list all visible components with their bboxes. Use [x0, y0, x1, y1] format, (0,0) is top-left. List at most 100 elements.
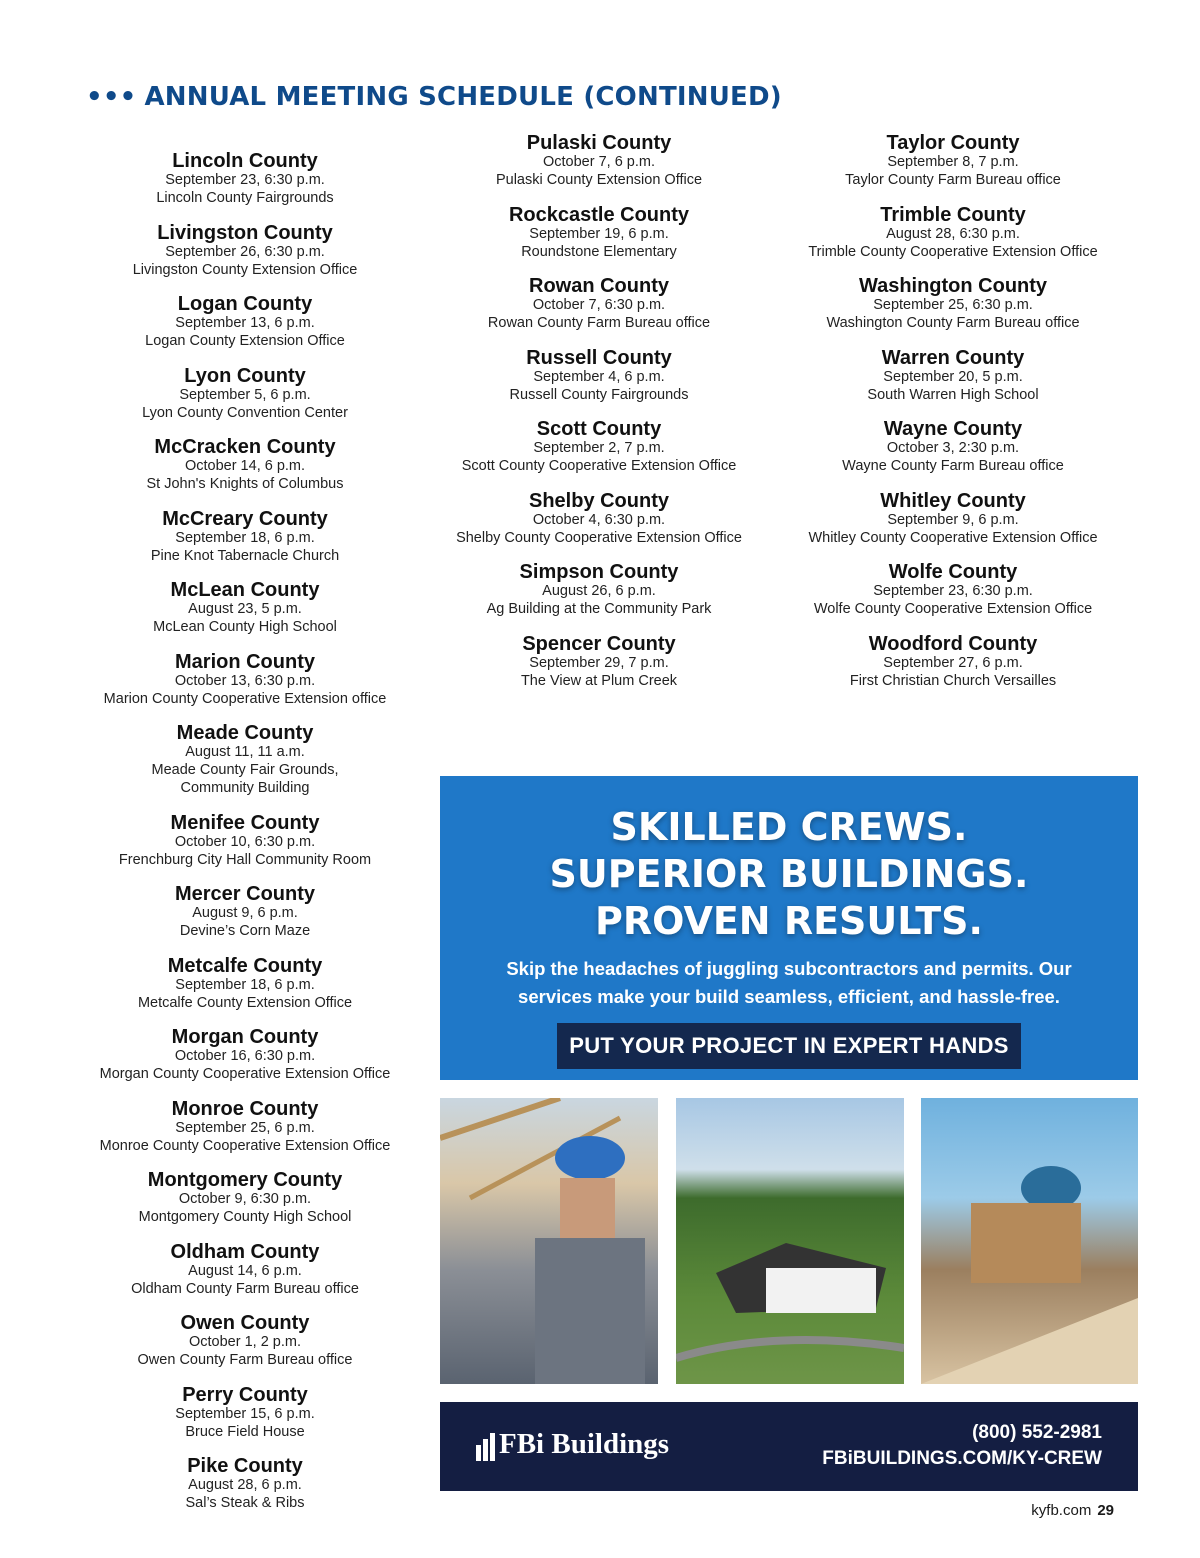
meeting-location: Sal’s Steak & Ribs [185, 1495, 305, 1511]
county-name: McCracken County [154, 436, 336, 458]
county-name: Lyon County [184, 364, 306, 387]
county-name: Montgomery County [147, 1169, 343, 1191]
meeting-time: September 26, 6:30 p.m. [165, 243, 325, 260]
meeting-location: Whitley County Cooperative Extension Off… [808, 529, 1098, 546]
meeting-entry: Woodford County September 27, 6 p.m. First… [773, 634, 1133, 690]
meeting-time: October 1, 2 p.m. [188, 1334, 302, 1350]
county-name: Meade County [176, 722, 314, 744]
county-name: Menifee County [170, 811, 320, 834]
ad-footer-bar: FBi Buildings (800) 552-2981 FBiBUILDINGS… [440, 1402, 1138, 1491]
meeting-time: September 5, 6 p.m. [179, 386, 311, 403]
meeting-entry: Scott County September 2, 7 p.m. Scott Cou… [419, 419, 779, 475]
meeting-entry: Menifee County October 10, 6:30 p.m. Frenc… [65, 813, 425, 869]
county-name: Marion County [175, 650, 315, 673]
county-name: Wolfe County [888, 561, 1018, 583]
county-name: Logan County [177, 293, 313, 315]
phone-number[interactable]: (800) 552-2981 [972, 1422, 1102, 1443]
meeting-time: August 11, 11 a.m. [185, 744, 305, 760]
meeting-location: Oldham County Farm Bureau office [131, 1280, 359, 1297]
ad-url[interactable]: FBiBUILDINGS.COM/KY-CREW [822, 1448, 1102, 1469]
county-name: Russell County [526, 346, 672, 369]
meeting-time: September 23, 6:30 p.m. [873, 583, 1033, 599]
meeting-time: August 14, 6 p.m. [188, 1262, 302, 1279]
county-name: Whitley County [880, 489, 1026, 512]
meeting-time: September 25, 6 p.m. [175, 1119, 315, 1136]
meeting-time: October 10, 6:30 p.m. [174, 833, 316, 850]
cta-button[interactable]: PUT YOUR PROJECT IN EXPERT HANDS [557, 1023, 1021, 1069]
meeting-entry: Montgomery County October 9, 6:30 p.m. Mon… [65, 1170, 425, 1226]
meeting-time: October 16, 6:30 p.m. [174, 1048, 316, 1064]
county-name: Trimble County [880, 203, 1026, 226]
meeting-entry: Shelby County October 4, 6:30 p.m. Shelby … [419, 491, 779, 547]
meeting-entry: Washington County September 25, 6:30 p.m.… [773, 276, 1133, 332]
meeting-entry: Rockcastle County September 19, 6 p.m. Rou… [419, 205, 779, 261]
meeting-location: Livingston County Extension Office [132, 261, 358, 278]
meeting-entry: Trimble County August 28, 6:30 p.m. Trimbl… [773, 205, 1133, 261]
ad-contact: (800) 552-2981 FBiBUILDINGS.COM/KY-CREW [822, 1420, 1102, 1472]
county-name: Washington County [858, 275, 1048, 297]
meeting-time: August 26, 6 p.m. [542, 583, 656, 599]
meeting-location: The View at Plum Creek [520, 672, 678, 689]
meeting-location: McLean County High School [153, 619, 337, 635]
county-name: Spencer County [522, 632, 676, 655]
meeting-entry: Livingston County September 26, 6:30 p.m.… [65, 223, 425, 279]
meeting-time: October 7, 6:30 p.m. [532, 297, 666, 313]
meeting-entry: Logan County September 13, 6 p.m. Logan Co… [65, 294, 425, 350]
county-name: Livingston County [157, 221, 333, 244]
county-name: Pulaski County [526, 132, 672, 154]
ad-headline: SKILLED CREWS. SUPERIOR BUILDINGS. PROVEN … [549, 805, 1029, 943]
meeting-time: September 19, 6 p.m. [529, 225, 669, 242]
page-title: ••• ANNUAL MEETING SCHEDULE (CONTINUED) [86, 82, 782, 112]
meeting-location: Trimble County Cooperative Extension Off… [808, 243, 1098, 260]
meeting-time: September 9, 6 p.m. [887, 511, 1019, 528]
county-name: Monroe County [171, 1097, 319, 1120]
meeting-location: Morgan County Cooperative Extension Offi… [99, 1066, 391, 1082]
schedule-column-3: Taylor County September 8, 7 p.m. Taylor C… [773, 133, 1133, 705]
meeting-entry: McLean County August 23, 5 p.m. McLean Cou… [65, 580, 425, 636]
meeting-entry: Monroe County September 25, 6 p.m. Monroe … [65, 1099, 425, 1155]
meeting-location: Rowan County Farm Bureau office [487, 315, 711, 331]
county-name: Lincoln County [172, 150, 318, 172]
meeting-location: Shelby County Cooperative Extension Offi… [456, 529, 742, 546]
meeting-location: Lyon County Convention Center [142, 404, 348, 421]
meeting-entry: Metcalfe County September 18, 6 p.m. Metca… [65, 956, 425, 1012]
county-name: Metcalfe County [167, 954, 323, 977]
meeting-location: Taylor County Farm Bureau office [845, 172, 1061, 188]
meeting-entry: Simpson County August 26, 6 p.m. Ag Buildi… [419, 562, 779, 618]
meeting-entry: Morgan County October 16, 6:30 p.m. Morgan… [65, 1027, 425, 1083]
meeting-time: September 13, 6 p.m. [175, 315, 315, 331]
meeting-location: Bruce Field House [185, 1423, 305, 1440]
meeting-entry: Whitley County September 9, 6 p.m. Whitley… [773, 491, 1133, 547]
meeting-location: Lincoln County Fairgrounds [156, 190, 334, 206]
meeting-time: October 4, 6:30 p.m. [532, 511, 666, 528]
county-name: Wayne County [883, 418, 1023, 440]
meeting-entry: Owen County October 1, 2 p.m. Owen County … [65, 1313, 425, 1369]
meeting-entry: Mercer County August 9, 6 p.m. Devine’s Co… [65, 884, 425, 940]
meeting-entry: Marion County October 13, 6:30 p.m. Marion… [65, 652, 425, 708]
meeting-location: Pulaski County Extension Office [495, 172, 703, 188]
ad-banner: SKILLED CREWS. SUPERIOR BUILDINGS. PROVEN … [440, 776, 1138, 1080]
meeting-time: October 13, 6:30 p.m. [174, 672, 316, 689]
meeting-location: Devine’s Corn Maze [179, 923, 311, 939]
meeting-time: October 3, 2:30 p.m. [886, 440, 1020, 456]
meeting-time: October 7, 6 p.m. [542, 154, 656, 170]
county-name: Perry County [182, 1383, 308, 1406]
meeting-time: October 9, 6:30 p.m. [178, 1191, 312, 1207]
meeting-time: September 20, 5 p.m. [883, 368, 1023, 385]
meeting-location: Roundstone Elementary [521, 243, 677, 260]
county-name: Pike County [187, 1455, 303, 1477]
meeting-location: Russell County Fairgrounds [509, 386, 689, 403]
meeting-entry: Perry County September 15, 6 p.m. Bruce Fi… [65, 1385, 425, 1441]
meeting-location: Pine Knot Tabernacle Church [150, 547, 340, 564]
meeting-location: Logan County Extension Office [145, 333, 345, 349]
county-name: Scott County [536, 418, 662, 440]
county-name: Rockcastle County [508, 203, 690, 226]
meeting-entry: Oldham County August 14, 6 p.m. Oldham Cou… [65, 1242, 425, 1298]
fbi-buildings-logo: FBi Buildings [476, 1428, 669, 1461]
meeting-time: September 27, 6 p.m. [883, 654, 1023, 671]
meeting-location: Metcalfe County Extension Office [137, 994, 353, 1011]
meeting-time: September 15, 6 p.m. [175, 1405, 315, 1422]
meeting-location: Washington County Farm Bureau office [826, 315, 1080, 331]
county-name: Oldham County [170, 1240, 320, 1263]
meeting-entry: Wayne County October 3, 2:30 p.m. Wayne Co… [773, 419, 1133, 475]
